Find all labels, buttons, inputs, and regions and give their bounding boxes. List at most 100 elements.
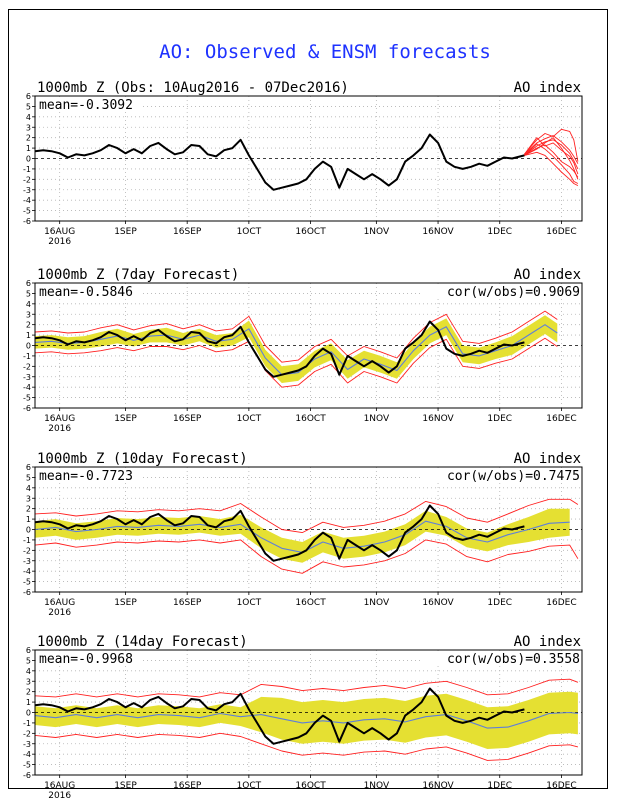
- x-tick-label: 16DEC: [546, 414, 576, 424]
- y-tick-label: -3: [23, 186, 31, 195]
- y-tick-label: 1: [26, 515, 31, 524]
- plot-area: [35, 678, 582, 761]
- y-tick-label: -4: [23, 567, 31, 576]
- panel-title: 1000mb Z (Obs: 10Aug2016 - 07Dec2016): [37, 80, 349, 96]
- x-tick-label: 16NOV: [422, 781, 454, 791]
- cor-bg: [420, 469, 580, 483]
- y-tick-label: 5: [26, 656, 31, 665]
- ensemble-member-line: [524, 137, 579, 180]
- y-tick-label: 4: [26, 300, 31, 309]
- y-tick-label: 5: [26, 102, 31, 111]
- y-tick-label: 6: [26, 279, 31, 288]
- observed-line: [35, 320, 525, 378]
- x-tick-label: 16NOV: [422, 414, 454, 424]
- figure-frame: [8, 9, 608, 789]
- y-tick-label: 1: [26, 331, 31, 340]
- x-tick-label: 16SEP: [173, 598, 202, 608]
- y-tick-label: 4: [26, 484, 31, 493]
- x-tick-label: 16OCT: [295, 414, 326, 424]
- mean-value: mean=-0.5846: [39, 285, 133, 300]
- y-tick-label: 4: [26, 667, 31, 676]
- x-tick-label: 1SEP: [114, 227, 137, 237]
- x-tick-label: 16SEP: [173, 781, 202, 791]
- x-tick-label: 1SEP: [114, 414, 137, 424]
- ensemble-member-line: [524, 143, 579, 184]
- spread-band: [35, 691, 578, 749]
- ensemble-member-line: [524, 137, 579, 175]
- x-tick-label: 16NOV: [422, 227, 454, 237]
- y-tick-label: -6: [23, 404, 31, 413]
- y-tick-label: -1: [23, 165, 31, 174]
- x-tick-year-label: 2016: [48, 608, 71, 618]
- panel-14day: 1000mb Z (14day Forecast) AO index 65 43 21 0…: [23, 634, 583, 800]
- panel-title: 1000mb Z (10day Forecast): [37, 451, 248, 467]
- y-tick-label: 1: [26, 144, 31, 153]
- observed-line: [35, 504, 525, 562]
- mean-value: mean=-0.9968: [39, 652, 133, 667]
- y-tick-label: 0: [26, 155, 31, 164]
- cor-bg: [420, 285, 580, 299]
- y-tick-label: 5: [26, 289, 31, 298]
- x-tick-label: 1OCT: [237, 227, 262, 237]
- y-tick-label: -5: [23, 207, 31, 216]
- x-tick-label: 1OCT: [237, 414, 262, 424]
- y-tick-label: -3: [23, 740, 31, 749]
- mean-value: mean=-0.7723: [39, 469, 133, 484]
- y-tick-label: 2: [26, 321, 31, 330]
- plot-area: [35, 128, 582, 191]
- x-tick-label: 16SEP: [173, 414, 202, 424]
- plot-area: [35, 498, 582, 574]
- ensemble-member-line: [524, 135, 579, 164]
- panel-10day: 1000mb Z (10day Forecast) AO index 65 43 21 0…: [23, 451, 583, 618]
- observed-line: [35, 133, 525, 191]
- ensemble-mean-line: [35, 711, 578, 729]
- x-tick-label: 1OCT: [237, 781, 262, 791]
- y-tick-label: 6: [26, 92, 31, 101]
- x-tick-year-label: 2016: [48, 424, 71, 434]
- y-tick-label: 0: [26, 342, 31, 351]
- x-tick-label: 1NOV: [364, 414, 390, 424]
- y-tick-label: -4: [23, 196, 31, 205]
- y-tick-label: -6: [23, 217, 31, 226]
- panel-index-label: AO index: [514, 267, 581, 283]
- panel-observed: 1000mb Z (Obs: 10Aug2016 - 07Dec2016) AO …: [23, 80, 583, 247]
- mean-bg: [37, 652, 143, 666]
- x-tick-label: 16OCT: [295, 781, 326, 791]
- x-tick-label: 16SEP: [173, 227, 202, 237]
- chart-panels: 1000mb Z (Obs: 10Aug2016 - 07Dec2016) AO …: [23, 80, 583, 800]
- x-tick-label: 16DEC: [546, 781, 576, 791]
- x-tick-label: 16OCT: [295, 598, 326, 608]
- x-tick-label: 1SEP: [114, 598, 137, 608]
- y-tick-label: -3: [23, 557, 31, 566]
- y-tick-label: 3: [26, 494, 31, 503]
- y-tick-label: -5: [23, 578, 31, 587]
- panel-title: 1000mb Z (7day Forecast): [37, 267, 239, 283]
- y-tick-label: -6: [23, 771, 31, 780]
- y-tick-label: 5: [26, 473, 31, 482]
- y-tick-label: -4: [23, 383, 31, 392]
- x-tick-label: 1NOV: [364, 227, 390, 237]
- x-tick-label: 16NOV: [422, 598, 454, 608]
- y-tick-label: -2: [23, 175, 31, 184]
- correlation-value: cor(w/obs)=0.7475: [447, 469, 580, 484]
- x-tick-label: 1NOV: [364, 781, 390, 791]
- mean-bg: [37, 98, 143, 112]
- x-tick-label: 1NOV: [364, 598, 390, 608]
- y-tick-label: -5: [23, 761, 31, 770]
- panel-index-label: AO index: [514, 634, 581, 650]
- x-tick-label: 16AUG: [44, 598, 75, 608]
- y-tick-label: -1: [23, 719, 31, 728]
- y-tick-label: -3: [23, 373, 31, 382]
- ensemble-member-line: [35, 498, 579, 534]
- y-tick-label: 0: [26, 709, 31, 718]
- x-tick-year-label: 2016: [48, 791, 71, 800]
- y-tick-label: 0: [26, 526, 31, 535]
- mean-bg: [37, 285, 143, 299]
- y-tick-label: -1: [23, 352, 31, 361]
- figure-title: AO: Observed & ENSM forecasts: [159, 41, 491, 63]
- y-tick-label: 6: [26, 463, 31, 472]
- mean-bg: [37, 469, 143, 483]
- y-tick-label: -6: [23, 588, 31, 597]
- x-tick-label: 16AUG: [44, 414, 75, 424]
- observed-line: [35, 687, 525, 745]
